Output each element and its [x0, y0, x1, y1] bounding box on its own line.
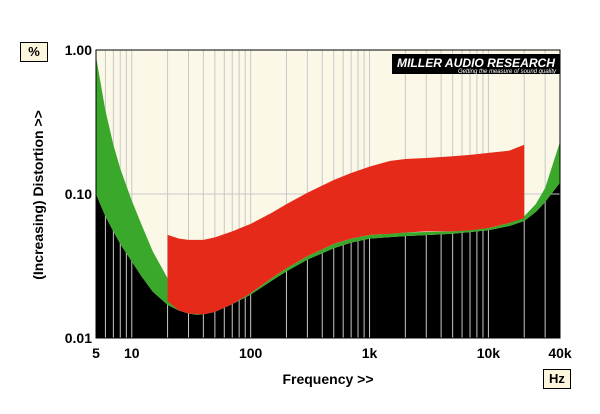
y-tick-label: 0.01	[65, 330, 92, 346]
logo: MILLER AUDIO RESEARCH Getting the measur…	[392, 54, 560, 75]
logo-tagline: Getting the measure of sound quality	[458, 69, 557, 75]
y-tick-label: 1.00	[65, 42, 92, 58]
plot-border	[95, 49, 561, 339]
logo-text: MILLER AUDIO RESEARCH	[397, 56, 555, 70]
y-unit-label: %	[20, 42, 48, 62]
y-tick-label: 0.10	[65, 186, 92, 202]
x-tick-labels: 5 10 100 1k 10k 40k	[92, 345, 572, 361]
x-tick-label: 10k	[477, 345, 501, 361]
y-axis-title: (Increasing) Distortion >>	[30, 110, 46, 280]
x-axis-title: Frequency >>	[282, 371, 373, 387]
series-band-red	[167, 144, 525, 315]
noise-floor-area	[96, 182, 560, 338]
x-tick-label: 40k	[548, 345, 572, 361]
x-tick-label: 5	[92, 345, 100, 361]
x-tick-label: 100	[239, 345, 263, 361]
y-tick-labels: 1.00 0.10 0.01	[65, 42, 92, 346]
x-tick-label: 10	[124, 345, 140, 361]
x-unit-label: Hz	[543, 369, 571, 389]
x-tick-label: 1k	[362, 345, 378, 361]
